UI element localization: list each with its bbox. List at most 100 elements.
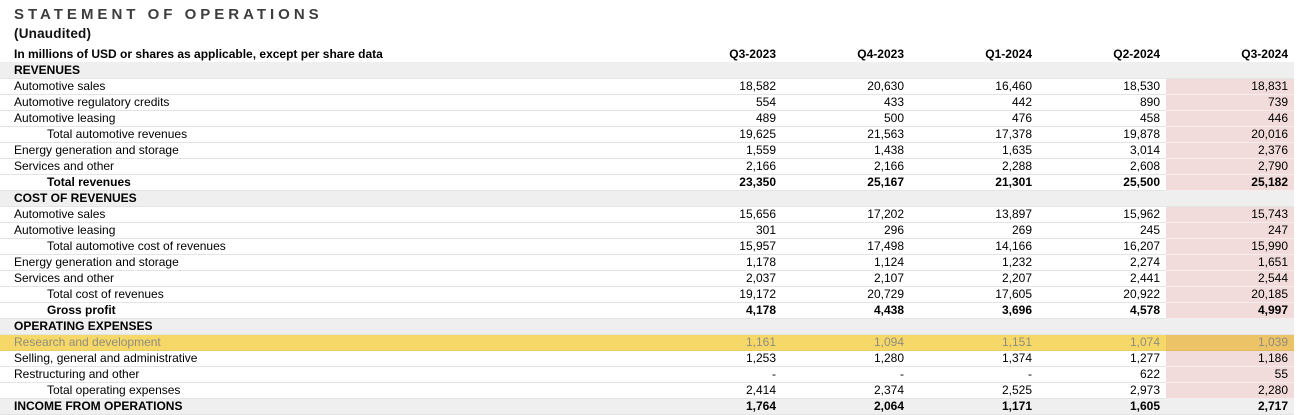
value-cell (782, 190, 910, 207)
column-header-q2-2024: Q2-2024 (1038, 47, 1166, 63)
value-cell: 2,544 (1166, 270, 1294, 287)
value-cell: 17,202 (782, 206, 910, 223)
value-cell: 500 (782, 110, 910, 127)
value-cell: 442 (910, 94, 1038, 111)
value-cell: 245 (1038, 222, 1166, 239)
value-cell: 1,605 (1038, 398, 1166, 415)
value-cell: 1,764 (654, 398, 782, 415)
value-cell: 2,166 (782, 158, 910, 175)
value-cell: 2,207 (910, 270, 1038, 287)
value-cell: 4,178 (654, 302, 782, 319)
table-row: COST OF REVENUES (0, 190, 1294, 207)
column-header-q4-2023: Q4-2023 (782, 47, 910, 63)
value-cell: 1,178 (654, 254, 782, 271)
value-cell: 458 (1038, 110, 1166, 127)
table-row: Research and development 1,161 1,094 1,151 1… (0, 334, 1294, 351)
value-cell: 2,037 (654, 270, 782, 287)
row-label: Energy generation and storage (0, 142, 654, 159)
value-cell (910, 190, 1038, 207)
value-cell: 19,878 (1038, 126, 1166, 143)
value-cell (1038, 62, 1166, 79)
value-cell: 296 (782, 222, 910, 239)
value-cell: 2,288 (910, 158, 1038, 175)
value-cell: 1,074 (1038, 334, 1166, 351)
value-cell: 1,253 (654, 350, 782, 367)
value-cell (654, 62, 782, 79)
value-cell: 1,232 (910, 254, 1038, 271)
row-label: Selling, general and administrative (0, 350, 654, 367)
row-label: Total operating expenses (0, 382, 654, 399)
value-cell: 2,608 (1038, 158, 1166, 175)
value-cell: 15,957 (654, 238, 782, 255)
value-cell: 3,696 (910, 302, 1038, 319)
value-cell: 20,729 (782, 286, 910, 303)
value-cell: 1,151 (910, 334, 1038, 351)
value-cell: 2,274 (1038, 254, 1166, 271)
value-cell (654, 318, 782, 335)
value-cell: 55 (1166, 366, 1294, 383)
value-cell: 15,962 (1038, 206, 1166, 223)
value-cell: 2,376 (1166, 142, 1294, 159)
value-cell: 3,014 (1038, 142, 1166, 159)
table-row: Total operating expenses 2,414 2,374 2,525 2… (0, 382, 1294, 399)
row-label: Energy generation and storage (0, 254, 654, 271)
value-cell: 247 (1166, 222, 1294, 239)
table-header-row: In millions of USD or shares as applicab… (0, 47, 1294, 63)
value-cell: 25,167 (782, 174, 910, 191)
value-cell: 20,922 (1038, 286, 1166, 303)
value-cell: 15,743 (1166, 206, 1294, 223)
value-cell: 1,280 (782, 350, 910, 367)
row-label: Gross profit (0, 302, 654, 319)
value-cell: 2,280 (1166, 382, 1294, 399)
value-cell: 1,277 (1038, 350, 1166, 367)
table-row: OPERATING EXPENSES (0, 318, 1294, 335)
value-cell: 2,717 (1166, 398, 1294, 415)
value-cell: 18,582 (654, 78, 782, 95)
row-label: Total automotive revenues (0, 126, 654, 143)
table-row: Automotive sales 18,582 20,630 16,460 18,530… (0, 78, 1294, 95)
value-cell (910, 62, 1038, 79)
table-row: Automotive leasing 301 296 269 245 247 (0, 222, 1294, 239)
value-cell: 1,186 (1166, 350, 1294, 367)
value-cell: 1,635 (910, 142, 1038, 159)
value-cell: 1,171 (910, 398, 1038, 415)
table-row: REVENUES (0, 62, 1294, 79)
value-cell: 1,124 (782, 254, 910, 271)
row-label: Automotive leasing (0, 222, 654, 239)
value-cell: 13,897 (910, 206, 1038, 223)
value-cell: 2,166 (654, 158, 782, 175)
page-subtitle: (Unaudited) (14, 26, 92, 41)
table-row: Services and other 2,166 2,166 2,288 2,608 2,… (0, 158, 1294, 175)
table-row: Automotive leasing 489 500 476 458 446 (0, 110, 1294, 127)
table-row: Selling, general and administrative 1,253… (0, 350, 1294, 367)
value-cell: 25,182 (1166, 174, 1294, 191)
value-cell: 269 (910, 222, 1038, 239)
value-cell: - (910, 366, 1038, 383)
value-cell (1038, 318, 1166, 335)
row-label: OPERATING EXPENSES (0, 318, 654, 335)
value-cell: 489 (654, 110, 782, 127)
row-label: INCOME FROM OPERATIONS (0, 398, 654, 415)
value-cell (654, 190, 782, 207)
value-cell: - (782, 366, 910, 383)
value-cell: 20,016 (1166, 126, 1294, 143)
value-cell: 21,301 (910, 174, 1038, 191)
value-cell: 4,578 (1038, 302, 1166, 319)
value-cell: 446 (1166, 110, 1294, 127)
value-cell (1166, 318, 1294, 335)
value-cell: 19,625 (654, 126, 782, 143)
value-cell (1166, 190, 1294, 207)
value-cell: 20,185 (1166, 286, 1294, 303)
value-cell: 433 (782, 94, 910, 111)
column-header-q3-2024: Q3-2024 (1166, 47, 1294, 63)
value-cell: 15,656 (654, 206, 782, 223)
row-label: Research and development (0, 334, 654, 351)
row-label: Automotive regulatory credits (0, 94, 654, 111)
operations-table: In millions of USD or shares as applicab… (0, 47, 1294, 415)
value-cell: 622 (1038, 366, 1166, 383)
value-cell: 4,997 (1166, 302, 1294, 319)
value-cell: 890 (1038, 94, 1166, 111)
table-row: Total revenues 23,350 25,167 21,301 25,500 25… (0, 174, 1294, 191)
value-cell: 2,790 (1166, 158, 1294, 175)
